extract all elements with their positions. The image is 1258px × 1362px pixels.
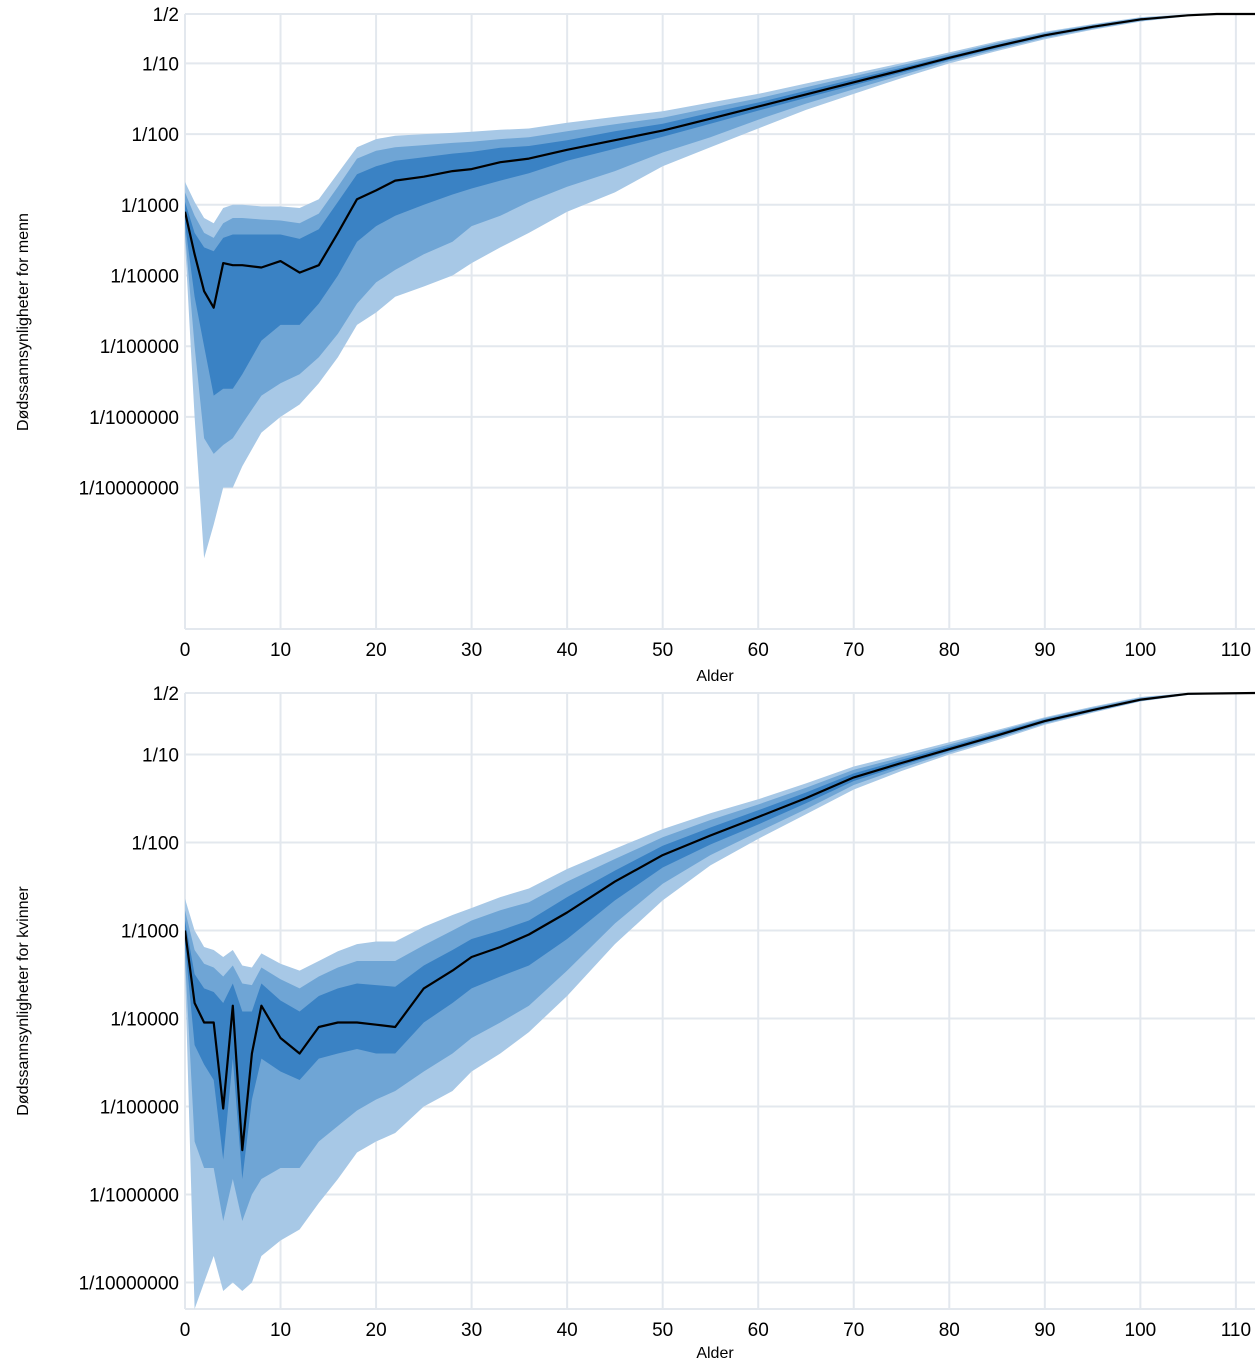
y-tick-label: 1/1000 (121, 196, 179, 217)
y-tick-label: 1/100000 (100, 337, 179, 358)
x-tick-label: 10 (270, 640, 291, 661)
x-axis-label: Alder (696, 1345, 734, 1362)
y-tick-label: 1/10000000 (79, 1274, 179, 1295)
y-tick-label: 1/10 (142, 54, 179, 75)
grid (184, 692, 1255, 1310)
band-inner (185, 14, 1255, 396)
x-tick-label: 70 (843, 640, 864, 661)
x-tick-label: 80 (939, 640, 960, 661)
x-tick-label: 70 (843, 1320, 864, 1341)
median-line (185, 691, 1255, 1152)
y-tick-label: 1/1000 (121, 922, 179, 943)
x-tick-label: 40 (557, 640, 578, 661)
x-tick-label: 20 (366, 640, 387, 661)
chart-panel-kvinner: 0 10 20 30 40 50 60 70 80 90 100 110 1/2 1/10 1/100 1/1… (15, 684, 1255, 1362)
x-tick-label: 60 (748, 1320, 769, 1341)
x-tick-label: 60 (748, 640, 769, 661)
y-tick-label: 1/10 (142, 746, 179, 767)
x-tick-label: 0 (180, 640, 191, 661)
chart-panel-menn: 0 10 20 30 40 50 60 70 80 90 100 110 1/2 1/10 1/100 1/1… (15, 5, 1255, 685)
x-tick-label: 0 (180, 1320, 191, 1341)
x-tick-label: 50 (652, 1320, 673, 1341)
median-line (185, 12, 1255, 309)
x-tick-label: 100 (1125, 640, 1157, 661)
x-tick-label: 20 (366, 1320, 387, 1341)
y-tick-label: 1/2 (153, 5, 179, 26)
x-tick-label: 10 (270, 1320, 291, 1341)
x-tick-label: 90 (1034, 640, 1055, 661)
x-tick-label: 100 (1125, 1320, 1157, 1341)
x-tick-label: 110 (1221, 640, 1251, 661)
x-tick-label: 90 (1034, 1320, 1055, 1341)
plot-area (185, 12, 1255, 559)
x-tick-label: 30 (461, 640, 482, 661)
x-axis-label: Alder (696, 668, 734, 685)
y-tick-label: 1/1000000 (89, 1186, 179, 1207)
y-tick-label: 1/100000 (100, 1098, 179, 1119)
y-tick-label: 1/10000000 (79, 479, 179, 500)
y-axis-label: Dødssannsynligheter for kvinner (15, 886, 32, 1116)
y-tick-label: 1/10000 (110, 1010, 179, 1031)
band-middle (185, 14, 1255, 454)
x-tick-label: 50 (652, 640, 673, 661)
y-tick-label: 1/10000 (110, 267, 179, 288)
x-tick-label: 80 (939, 1320, 960, 1341)
x-tick-label: 40 (557, 1320, 578, 1341)
x-tick-label: 30 (461, 1320, 482, 1341)
y-tick-label: 1/100 (131, 834, 179, 855)
y-tick-label: 1/1000000 (89, 408, 179, 429)
x-tick-label: 110 (1221, 1320, 1251, 1341)
plot-area (185, 691, 1255, 1309)
y-axis-label: Dødssannsynligheter for menn (15, 213, 32, 431)
y-tick-label: 1/2 (153, 684, 179, 705)
y-tick-label: 1/100 (131, 125, 179, 146)
